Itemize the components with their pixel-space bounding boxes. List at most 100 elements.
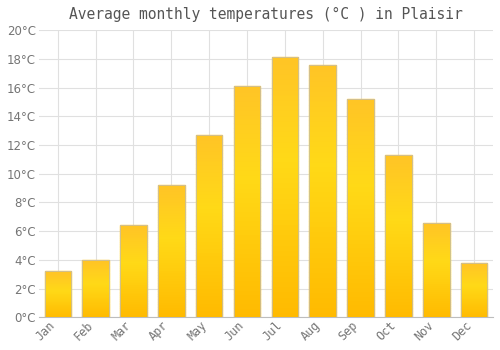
Bar xyxy=(120,259,146,260)
Bar xyxy=(234,100,260,105)
Bar xyxy=(196,223,222,226)
Bar xyxy=(120,253,146,255)
Bar xyxy=(158,315,184,317)
Bar xyxy=(423,260,450,262)
Bar xyxy=(348,130,374,134)
Bar xyxy=(461,298,487,299)
Bar xyxy=(385,311,411,314)
Bar xyxy=(158,262,184,265)
Bar xyxy=(158,257,184,259)
Bar xyxy=(120,297,146,299)
Bar xyxy=(158,212,184,214)
Bar xyxy=(196,157,222,160)
Bar xyxy=(310,100,336,105)
Bar xyxy=(423,226,450,228)
Bar xyxy=(44,312,71,313)
Bar xyxy=(120,299,146,301)
Bar xyxy=(120,242,146,244)
Bar xyxy=(158,204,184,206)
Bar xyxy=(44,272,71,273)
Bar xyxy=(44,299,71,300)
Bar xyxy=(423,236,450,238)
Bar xyxy=(272,187,298,192)
Bar xyxy=(120,240,146,242)
Bar xyxy=(310,140,336,146)
Bar xyxy=(82,274,109,275)
Bar xyxy=(272,83,298,89)
Bar xyxy=(272,141,298,146)
Bar xyxy=(423,293,450,295)
Bar xyxy=(461,278,487,279)
Bar xyxy=(272,276,298,281)
Bar xyxy=(461,308,487,309)
Bar xyxy=(234,86,260,91)
Bar xyxy=(44,279,71,280)
Bar xyxy=(461,309,487,310)
Bar xyxy=(348,173,374,177)
Bar xyxy=(461,312,487,313)
Bar xyxy=(385,288,411,292)
Bar xyxy=(196,142,222,146)
Bar xyxy=(423,285,450,287)
Bar xyxy=(120,246,146,247)
Bar xyxy=(348,287,374,291)
Bar xyxy=(385,184,411,188)
Bar xyxy=(310,75,336,80)
Bar xyxy=(348,243,374,247)
Bar xyxy=(385,278,411,282)
Bar xyxy=(348,261,374,265)
Bar xyxy=(196,219,222,223)
Bar xyxy=(234,299,260,303)
Bar xyxy=(44,273,71,274)
Bar xyxy=(234,211,260,216)
Bar xyxy=(82,302,109,303)
Bar xyxy=(82,275,109,276)
Bar xyxy=(44,300,71,301)
Bar xyxy=(423,240,450,242)
Bar xyxy=(461,303,487,304)
Bar xyxy=(234,105,260,109)
Bar xyxy=(44,304,71,306)
Bar xyxy=(158,193,184,196)
Bar xyxy=(158,217,184,219)
Bar xyxy=(348,182,374,186)
Bar xyxy=(196,292,222,295)
Bar xyxy=(348,300,374,304)
Bar xyxy=(423,281,450,283)
Bar xyxy=(44,288,71,289)
Bar xyxy=(234,137,260,142)
Bar xyxy=(310,216,336,221)
Bar xyxy=(310,201,336,206)
Bar xyxy=(461,281,487,282)
Bar xyxy=(310,130,336,135)
Bar xyxy=(196,295,222,299)
Bar xyxy=(461,315,487,316)
Bar xyxy=(272,203,298,208)
Bar xyxy=(158,236,184,238)
Bar xyxy=(82,271,109,273)
Bar xyxy=(44,315,71,316)
Bar xyxy=(310,155,336,161)
Bar xyxy=(82,312,109,313)
Bar xyxy=(44,296,71,297)
Bar xyxy=(272,245,298,250)
Bar xyxy=(348,282,374,287)
Bar xyxy=(348,164,374,169)
Bar xyxy=(348,212,374,217)
Bar xyxy=(44,302,71,303)
Bar xyxy=(234,109,260,114)
Bar xyxy=(44,271,71,317)
Bar xyxy=(272,120,298,125)
Bar xyxy=(423,276,450,278)
Bar xyxy=(272,250,298,255)
Bar xyxy=(310,115,336,120)
Bar xyxy=(272,78,298,83)
Bar xyxy=(385,249,411,252)
Bar xyxy=(82,290,109,291)
Bar xyxy=(120,308,146,310)
Bar xyxy=(423,287,450,289)
Bar xyxy=(423,315,450,317)
Bar xyxy=(348,103,374,108)
Bar xyxy=(272,57,298,63)
Bar xyxy=(82,286,109,287)
